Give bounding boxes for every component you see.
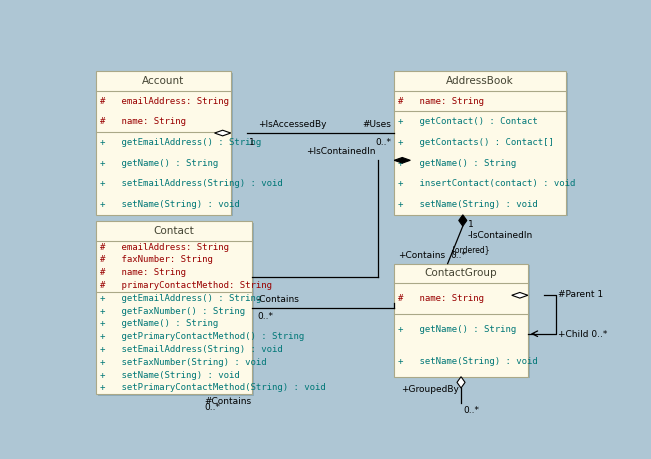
Text: +   getFaxNumber() : String: + getFaxNumber() : String: [100, 307, 245, 316]
Text: #Uses: #Uses: [363, 120, 392, 129]
Text: #   faxNumber: String: # faxNumber: String: [100, 255, 212, 264]
Text: +   setPrimaryContactMethod(String) : void: + setPrimaryContactMethod(String) : void: [100, 383, 326, 392]
Text: #   name: String: # name: String: [398, 96, 484, 106]
Polygon shape: [459, 215, 467, 226]
Text: #Parent 1: #Parent 1: [558, 290, 603, 299]
FancyBboxPatch shape: [98, 223, 254, 396]
Text: -Contains: -Contains: [257, 295, 300, 304]
Text: #   primaryContactMethod: String: # primaryContactMethod: String: [100, 281, 271, 290]
FancyBboxPatch shape: [96, 221, 252, 394]
Text: AddressBook: AddressBook: [446, 76, 514, 86]
Text: 1: 1: [468, 220, 473, 229]
Text: +   getName() : String: + getName() : String: [398, 325, 516, 334]
Text: +   setEmailAddress(String) : void: + setEmailAddress(String) : void: [100, 345, 283, 354]
Polygon shape: [457, 377, 465, 388]
Text: 0..*: 0..*: [450, 251, 466, 260]
Text: #   name: String: # name: String: [100, 118, 186, 126]
Text: +   getEmailAddress() : String: + getEmailAddress() : String: [100, 138, 261, 147]
Text: 0..*: 0..*: [204, 403, 221, 412]
Text: 1: 1: [249, 138, 255, 147]
Text: ContactGroup: ContactGroup: [424, 269, 497, 278]
Polygon shape: [215, 130, 230, 136]
Text: +   getEmailAddress() : String: + getEmailAddress() : String: [100, 294, 261, 303]
Text: #   emailAddress: String: # emailAddress: String: [100, 96, 229, 106]
FancyBboxPatch shape: [396, 73, 568, 216]
Text: -IsContainedIn: -IsContainedIn: [468, 231, 533, 240]
Text: +   getName() : String: + getName() : String: [100, 159, 218, 168]
Text: #   emailAddress: String: # emailAddress: String: [100, 242, 229, 252]
Text: {ordered}: {ordered}: [450, 245, 490, 254]
Text: +   getName() : String: + getName() : String: [100, 319, 218, 328]
Text: +   getContacts() : Contact[]: + getContacts() : Contact[]: [398, 138, 554, 147]
Text: +   setName(String) : void: + setName(String) : void: [398, 357, 538, 365]
FancyBboxPatch shape: [395, 71, 566, 215]
Text: 0..*: 0..*: [464, 406, 480, 415]
Text: +   setFaxNumber(String) : void: + setFaxNumber(String) : void: [100, 358, 266, 367]
FancyBboxPatch shape: [395, 263, 528, 377]
Text: Contact: Contact: [154, 226, 194, 236]
Text: +   setName(String) : void: + setName(String) : void: [398, 200, 538, 209]
Text: 0..*: 0..*: [376, 138, 392, 147]
FancyBboxPatch shape: [396, 265, 530, 378]
Text: +Contains: +Contains: [398, 251, 445, 260]
Text: +   getName() : String: + getName() : String: [398, 159, 516, 168]
Text: 0..*: 0..*: [257, 312, 273, 321]
Text: #   name: String: # name: String: [100, 268, 186, 277]
Text: +   getContact() : Contact: + getContact() : Contact: [398, 118, 538, 126]
Text: +   insertContact(contact) : void: + insertContact(contact) : void: [398, 179, 575, 188]
Text: +   getPrimaryContactMethod() : String: + getPrimaryContactMethod() : String: [100, 332, 304, 341]
FancyBboxPatch shape: [96, 71, 230, 215]
Polygon shape: [395, 157, 410, 163]
Text: +IsAccessedBy: +IsAccessedBy: [258, 120, 327, 129]
Text: Account: Account: [142, 76, 184, 86]
Text: #Contains: #Contains: [204, 397, 251, 406]
Polygon shape: [512, 292, 528, 298]
Text: +GroupedBy: +GroupedBy: [400, 386, 458, 394]
FancyBboxPatch shape: [98, 73, 233, 216]
Text: +   setEmailAddress(String) : void: + setEmailAddress(String) : void: [100, 179, 283, 188]
Text: +   setName(String) : void: + setName(String) : void: [100, 371, 240, 380]
Text: +   setName(String) : void: + setName(String) : void: [100, 200, 240, 209]
Text: +Child 0..*: +Child 0..*: [558, 330, 607, 339]
Text: +IsContainedIn: +IsContainedIn: [306, 147, 376, 156]
Text: #   name: String: # name: String: [398, 294, 484, 303]
